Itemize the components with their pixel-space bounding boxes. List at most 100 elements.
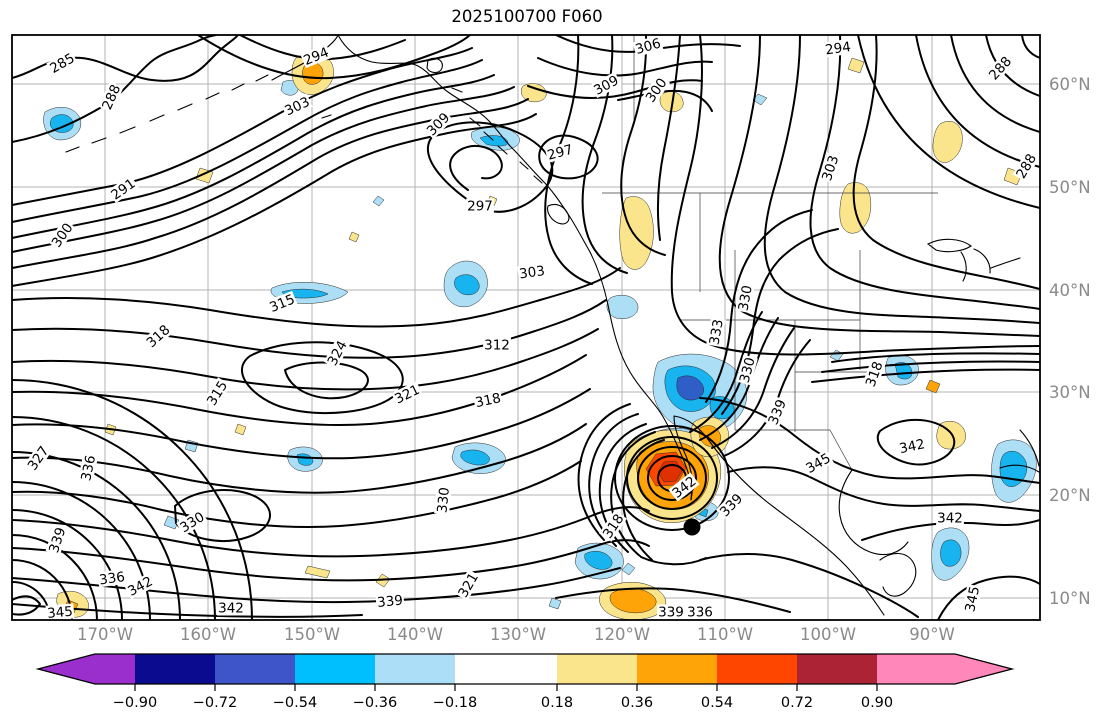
anomaly-patch bbox=[676, 375, 704, 401]
contour-line bbox=[12, 47, 473, 206]
contour-label-halo bbox=[1012, 150, 1040, 182]
contour-label-text: 306 bbox=[634, 35, 663, 57]
contour-lines bbox=[12, 35, 1040, 620]
anomaly-patch bbox=[829, 349, 844, 362]
coastline bbox=[299, 57, 463, 119]
contour-label-text: 327 bbox=[25, 443, 53, 473]
contour-label-text: 330 bbox=[737, 356, 759, 385]
anomaly-patch bbox=[584, 551, 613, 570]
contour-line bbox=[12, 451, 181, 620]
contour-line bbox=[622, 439, 665, 561]
contour-label: 309 bbox=[422, 108, 454, 140]
lon-tick-label: 140°W bbox=[387, 625, 443, 644]
anomaly-patch bbox=[521, 83, 547, 103]
colorbar-segment bbox=[637, 654, 717, 684]
contour-line bbox=[241, 341, 404, 415]
lat-tick-label: 40°N bbox=[1049, 281, 1091, 300]
contour-label-halo bbox=[454, 569, 482, 601]
contour-label-halo bbox=[176, 508, 208, 536]
lon-tick-label: 150°W bbox=[284, 625, 340, 644]
colorbar-segment bbox=[797, 654, 877, 684]
contour-line bbox=[12, 595, 41, 616]
contour-line bbox=[12, 460, 582, 529]
contour-label: 345 bbox=[45, 603, 75, 620]
contour-line bbox=[12, 539, 650, 582]
contour-line bbox=[614, 425, 730, 531]
colorbar-tick-label: 0.36 bbox=[621, 695, 653, 711]
anomaly-patch bbox=[925, 379, 941, 394]
coastline bbox=[589, 251, 661, 413]
contour-line bbox=[12, 86, 515, 253]
contour-label-halo bbox=[422, 108, 454, 140]
contour-label: 330 bbox=[434, 485, 453, 515]
colorbar-segment bbox=[375, 654, 455, 684]
storm-position-marker bbox=[683, 518, 701, 536]
lat-tick-label: 50°N bbox=[1049, 178, 1091, 197]
contour-line bbox=[12, 113, 537, 287]
coastline bbox=[879, 552, 917, 597]
contour-label-halo bbox=[715, 489, 747, 521]
contour-label-halo bbox=[802, 449, 834, 477]
contour-line bbox=[239, 35, 406, 61]
contour-label: 315 bbox=[266, 290, 298, 316]
contour-line bbox=[527, 79, 703, 99]
contour-label: 303 bbox=[818, 152, 842, 184]
colorbar-tick-label: −0.36 bbox=[353, 695, 397, 711]
contour-label-halo bbox=[97, 568, 127, 588]
contour-label: 294 bbox=[823, 38, 853, 58]
contour-label-halo bbox=[641, 74, 671, 106]
contour-label-text: 291 bbox=[108, 176, 138, 204]
contour-line bbox=[831, 352, 1040, 363]
colorbar-tick-label: 0.54 bbox=[701, 695, 733, 711]
contour-line bbox=[544, 35, 593, 285]
contour-label-halo bbox=[517, 262, 547, 282]
contour-label-halo bbox=[590, 71, 622, 99]
anomaly-patch bbox=[50, 114, 74, 133]
contour-line bbox=[617, 89, 713, 112]
contour-label-halo bbox=[124, 572, 156, 600]
contour-label-halo bbox=[281, 93, 313, 119]
coastline bbox=[65, 74, 269, 153]
contour-label-halo bbox=[544, 141, 576, 163]
contour-line bbox=[852, 35, 1040, 290]
contour-line bbox=[699, 553, 919, 618]
contour-label-halo bbox=[46, 49, 78, 77]
contour-label-halo bbox=[107, 174, 139, 204]
contour-line bbox=[610, 431, 656, 557]
lon-tick-label: 130°W bbox=[490, 625, 546, 644]
contour-label: 297 bbox=[544, 141, 576, 164]
contour-label-text: 294 bbox=[824, 39, 852, 58]
contour-line bbox=[12, 35, 239, 82]
contour-label-halo bbox=[632, 35, 664, 58]
contour-label-text: 339 bbox=[376, 592, 403, 611]
contour-line bbox=[12, 98, 529, 269]
coastline bbox=[547, 203, 570, 225]
contour-line bbox=[937, 575, 1040, 620]
contour-label-text: 318 bbox=[144, 322, 174, 351]
contour-label-text: 330 bbox=[177, 509, 207, 536]
contour-line bbox=[12, 59, 483, 223]
contour-line bbox=[12, 379, 253, 620]
contour-label-halo bbox=[657, 604, 685, 620]
contour-label-halo bbox=[599, 510, 627, 542]
colorbar-tick-label: −0.90 bbox=[113, 695, 157, 711]
contour-label: 303 bbox=[281, 93, 313, 119]
lat-tick-label: 60°N bbox=[1049, 75, 1091, 94]
contour-label: 339 bbox=[657, 604, 685, 620]
contour-label-halo bbox=[764, 396, 790, 428]
contour-line bbox=[620, 35, 666, 256]
colorbar-segment bbox=[135, 654, 215, 684]
contour-line bbox=[626, 436, 718, 520]
colorbar-segment bbox=[455, 654, 557, 684]
contour-label-halo bbox=[735, 283, 755, 313]
contour-label-halo bbox=[23, 442, 53, 474]
contour-label: 312 bbox=[483, 337, 511, 354]
contour-line bbox=[537, 57, 713, 77]
contour-label: 336 bbox=[686, 604, 714, 620]
contour-label-text: 303 bbox=[819, 153, 842, 182]
colorbar-outline bbox=[35, 653, 1015, 685]
contour-label-text: 297 bbox=[467, 199, 493, 215]
contour-label-halo bbox=[77, 452, 99, 484]
contour-label-halo bbox=[862, 358, 886, 390]
anomaly-patch bbox=[454, 274, 480, 296]
